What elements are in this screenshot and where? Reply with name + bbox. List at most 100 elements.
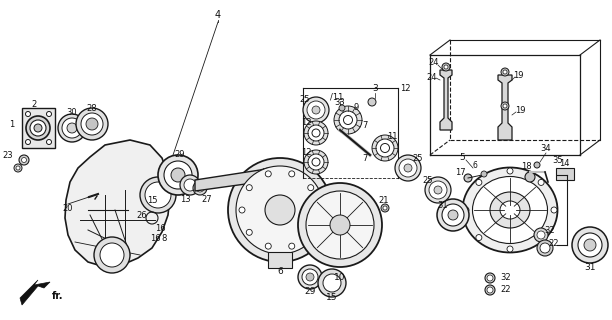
Circle shape — [368, 98, 376, 106]
Circle shape — [47, 111, 51, 116]
Circle shape — [330, 215, 350, 235]
Circle shape — [442, 204, 464, 226]
Text: 6: 6 — [472, 161, 477, 170]
Bar — [556, 168, 574, 180]
Text: 8: 8 — [162, 234, 166, 243]
Circle shape — [81, 113, 103, 135]
Circle shape — [444, 65, 448, 69]
Circle shape — [540, 243, 550, 253]
Text: 16: 16 — [155, 223, 165, 233]
Ellipse shape — [490, 192, 530, 228]
Text: 12: 12 — [300, 148, 312, 156]
Text: 4: 4 — [215, 10, 221, 20]
Text: 25: 25 — [300, 94, 310, 103]
Text: 24: 24 — [429, 58, 439, 67]
Circle shape — [298, 183, 382, 267]
Circle shape — [140, 177, 176, 213]
Circle shape — [58, 114, 86, 142]
Text: 32: 32 — [500, 274, 510, 283]
Text: 22: 22 — [549, 238, 559, 247]
Polygon shape — [195, 168, 275, 191]
Circle shape — [308, 185, 314, 191]
Circle shape — [180, 175, 200, 195]
Text: /11: /11 — [330, 92, 344, 101]
Circle shape — [487, 287, 493, 293]
Text: 15: 15 — [147, 196, 157, 204]
Text: 11: 11 — [387, 132, 397, 140]
Ellipse shape — [500, 201, 520, 219]
Circle shape — [246, 185, 252, 191]
Polygon shape — [20, 280, 50, 305]
Circle shape — [503, 104, 507, 108]
Circle shape — [383, 206, 387, 210]
Text: 31: 31 — [438, 201, 449, 210]
Circle shape — [503, 70, 507, 74]
Circle shape — [537, 231, 545, 239]
Circle shape — [34, 124, 42, 132]
Circle shape — [476, 180, 482, 185]
Text: 16: 16 — [150, 234, 160, 243]
Ellipse shape — [472, 177, 548, 244]
Text: 10: 10 — [334, 273, 346, 282]
Text: 19: 19 — [513, 70, 523, 79]
Text: 31: 31 — [584, 263, 595, 273]
Text: 7: 7 — [362, 121, 368, 130]
Circle shape — [184, 179, 196, 191]
Circle shape — [26, 111, 31, 116]
Circle shape — [265, 171, 271, 177]
Circle shape — [551, 207, 557, 213]
Text: 5: 5 — [459, 153, 465, 162]
Text: 6: 6 — [277, 268, 283, 276]
Circle shape — [62, 118, 82, 138]
Circle shape — [307, 101, 325, 119]
Circle shape — [26, 116, 50, 140]
Polygon shape — [65, 140, 170, 267]
Text: 23: 23 — [2, 150, 13, 159]
Circle shape — [265, 195, 295, 225]
Circle shape — [315, 207, 321, 213]
Text: 13: 13 — [180, 195, 190, 204]
Text: 21: 21 — [379, 196, 389, 204]
Circle shape — [399, 159, 417, 177]
Text: 17: 17 — [455, 167, 465, 177]
Circle shape — [584, 239, 596, 251]
Circle shape — [501, 102, 509, 110]
Circle shape — [578, 233, 602, 257]
Circle shape — [26, 140, 31, 145]
Circle shape — [381, 143, 389, 153]
Circle shape — [381, 204, 389, 212]
Circle shape — [464, 174, 472, 182]
Text: 18: 18 — [521, 162, 531, 171]
Circle shape — [572, 227, 608, 263]
Circle shape — [425, 177, 451, 203]
Circle shape — [100, 243, 124, 267]
Circle shape — [16, 166, 20, 170]
Polygon shape — [440, 70, 452, 130]
Circle shape — [158, 155, 198, 195]
Circle shape — [289, 243, 295, 249]
Circle shape — [86, 118, 98, 130]
Circle shape — [304, 150, 328, 174]
Circle shape — [30, 120, 46, 136]
Circle shape — [334, 106, 362, 134]
Circle shape — [507, 246, 513, 252]
Text: 24: 24 — [427, 73, 437, 82]
Circle shape — [306, 273, 314, 281]
Circle shape — [145, 182, 171, 208]
Circle shape — [534, 228, 548, 242]
Circle shape — [171, 168, 185, 182]
Text: 32: 32 — [545, 226, 555, 235]
Circle shape — [312, 158, 320, 166]
Text: 3: 3 — [372, 84, 378, 92]
Circle shape — [308, 154, 324, 170]
Text: 20: 20 — [63, 204, 73, 212]
Circle shape — [534, 162, 540, 168]
Text: 27: 27 — [202, 195, 212, 204]
Circle shape — [442, 63, 450, 71]
Circle shape — [14, 164, 22, 172]
Circle shape — [265, 243, 271, 249]
Circle shape — [318, 269, 346, 297]
Text: 12: 12 — [300, 117, 312, 126]
Circle shape — [481, 171, 487, 177]
Circle shape — [228, 158, 332, 262]
